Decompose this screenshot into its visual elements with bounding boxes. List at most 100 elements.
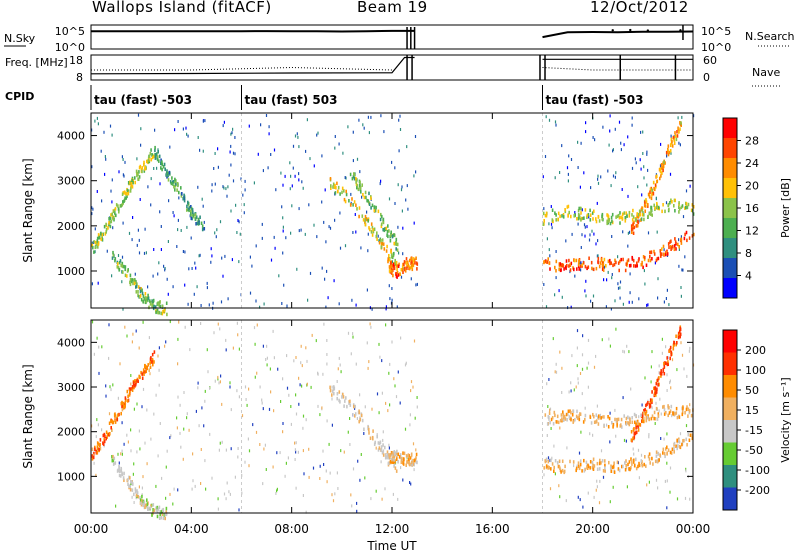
power-band-point xyxy=(640,263,643,267)
power-band-point xyxy=(142,294,145,298)
velocity-band-point xyxy=(144,505,146,509)
power-band-point xyxy=(654,206,656,210)
power-band-point xyxy=(158,159,160,163)
velocity-band-point xyxy=(149,506,152,510)
power-scatter-point xyxy=(567,172,569,176)
velocity-scatter-point xyxy=(150,437,152,441)
power-band-point xyxy=(127,191,130,196)
velocity-band-point xyxy=(149,365,152,369)
velocity-scatter-point xyxy=(192,452,194,456)
power-band-point xyxy=(387,234,389,239)
velocity-band-point xyxy=(638,463,641,468)
velocity-scatter-point xyxy=(197,386,199,390)
velocity-scatter-point xyxy=(561,366,563,370)
power-band-point xyxy=(380,212,382,217)
velocity-band-point xyxy=(666,445,668,449)
velocity-scatter-point xyxy=(593,365,596,369)
velocity-scatter-point xyxy=(245,398,247,401)
velocity-scatter-point xyxy=(315,339,317,343)
velocity-band-point xyxy=(677,444,679,448)
velocity-scatter-point xyxy=(349,417,351,420)
power-band-point xyxy=(636,261,638,265)
velocity-band-point xyxy=(673,340,675,345)
power-scatter-point xyxy=(182,250,184,253)
power-band-point xyxy=(111,256,114,260)
power-scatter-point xyxy=(214,231,216,235)
power-band-point xyxy=(390,264,393,268)
power-scatter-point xyxy=(585,294,587,298)
velocity-band-point xyxy=(550,467,552,471)
velocity-band-point xyxy=(654,417,657,421)
velocity-band-point xyxy=(133,492,135,497)
velocity-scatter-point xyxy=(546,434,548,437)
velocity-scatter-point xyxy=(648,480,650,484)
power-band-point xyxy=(382,217,385,222)
power-scatter-point xyxy=(219,220,222,224)
velocity-scatter-point xyxy=(195,409,197,413)
velocity-band-point xyxy=(656,417,659,421)
velocity-scatter-point xyxy=(254,375,256,379)
velocity-scatter-point xyxy=(259,385,261,389)
velocity-band-point xyxy=(657,383,659,387)
power-scatter-point xyxy=(606,278,608,282)
velocity-scatter-point xyxy=(176,416,178,420)
power-band-point xyxy=(156,157,159,162)
power-band-point xyxy=(390,230,392,234)
velocity-band-point xyxy=(638,461,640,466)
velocity-band-point xyxy=(559,418,562,423)
power-scatter-point xyxy=(352,130,354,134)
velocity-band-point xyxy=(616,423,618,427)
velocity-scatter-point xyxy=(268,407,271,411)
power-band-point xyxy=(391,234,394,238)
power-band-point xyxy=(411,267,414,272)
velocity-band-point xyxy=(632,436,634,440)
power-band-point xyxy=(631,230,633,234)
power-scatter-point xyxy=(665,201,668,205)
velocity-scatter-point xyxy=(657,486,659,490)
power-band-point xyxy=(647,203,649,207)
power-scatter-point xyxy=(156,166,158,170)
velocity-scatter-point xyxy=(177,362,179,366)
power-scatter-point xyxy=(592,294,595,298)
power-band-point xyxy=(395,260,398,265)
power-scatter-point xyxy=(663,300,665,304)
velocity-band-point xyxy=(164,516,166,521)
power-scatter-point xyxy=(157,272,159,276)
velocity-band-point xyxy=(640,413,642,417)
velocity-band-point xyxy=(579,412,582,416)
velocity-band-point xyxy=(668,349,671,353)
velocity-scatter-point xyxy=(317,404,319,408)
velocity-band-point xyxy=(579,459,582,463)
power-band-point xyxy=(637,215,640,219)
velocity-band-point xyxy=(593,414,595,419)
power-scatter-point xyxy=(646,150,648,154)
freq-left-tick-top: 18 xyxy=(69,54,83,67)
power-scatter-point xyxy=(550,205,552,208)
power-band-point xyxy=(414,261,416,265)
power-band-point xyxy=(357,187,360,192)
velocity-scatter-point xyxy=(356,501,358,505)
power-band-point xyxy=(591,211,594,215)
power-scatter-point xyxy=(642,152,644,155)
power-scatter-point xyxy=(282,229,284,233)
velocity-band-point xyxy=(99,438,102,442)
power-scatter-point xyxy=(176,245,178,248)
velocity-band-point xyxy=(545,464,548,468)
power-band-point xyxy=(560,268,562,272)
power-band-point xyxy=(607,213,609,218)
power-scatter-point xyxy=(380,179,382,183)
velocity-scatter-point xyxy=(144,441,146,445)
velocity-band-point xyxy=(153,508,156,512)
velocity-band-point xyxy=(656,387,658,391)
power-scatter-point xyxy=(190,236,192,240)
velocity-scatter-point xyxy=(666,389,668,392)
power-scatter-point xyxy=(223,120,225,124)
velocity-scatter-point xyxy=(183,427,185,431)
velocity-band-point xyxy=(618,468,621,473)
power-band-point xyxy=(388,254,390,258)
power-colorbar-title: Power [dB] xyxy=(779,178,792,238)
velocity-scatter-point xyxy=(142,320,144,324)
power-band-point xyxy=(674,131,676,135)
power-band-point xyxy=(97,233,100,237)
time-axis-label: 16:00 xyxy=(475,522,510,536)
